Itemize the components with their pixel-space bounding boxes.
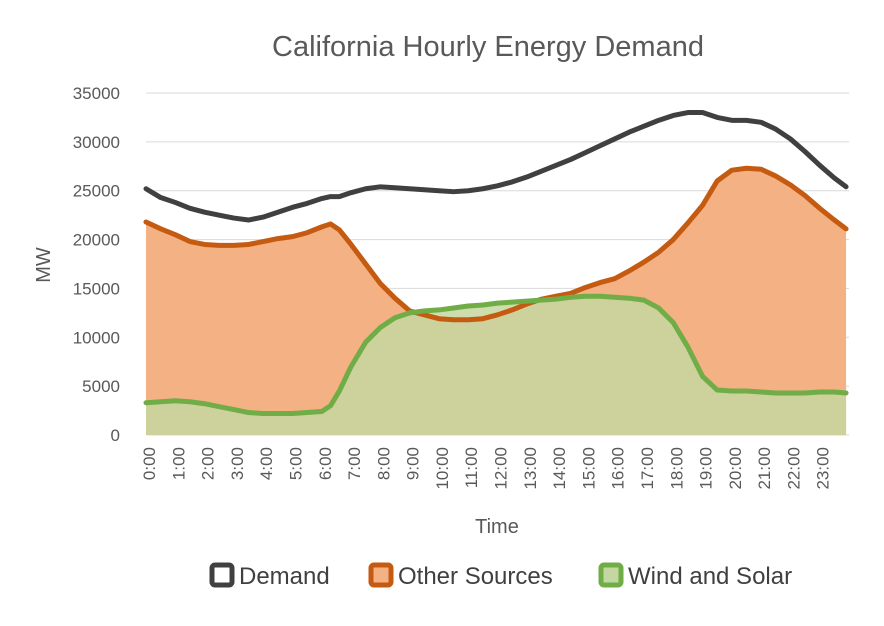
wind-and-solar-area xyxy=(146,296,847,435)
x-tick-label: 8:00 xyxy=(374,447,393,480)
legend-swatch xyxy=(209,562,235,588)
x-tick-label: 16:00 xyxy=(609,447,628,490)
y-tick-label: 35000 xyxy=(73,84,120,103)
x-tick-label: 3:00 xyxy=(228,447,247,480)
x-tick-label: 10:00 xyxy=(433,447,452,490)
x-tick-label: 2:00 xyxy=(199,447,218,480)
x-tick-label: 23:00 xyxy=(814,447,833,490)
x-tick-label: 12:00 xyxy=(492,447,511,490)
series-lines xyxy=(143,110,849,416)
area-layers xyxy=(146,168,847,436)
x-tick-label: 11:00 xyxy=(462,447,481,488)
x-tick-label: 7:00 xyxy=(345,447,364,480)
legend-label: Other Sources xyxy=(398,563,553,590)
legend-label: Demand xyxy=(239,563,330,590)
x-tick-label: 0:00 xyxy=(140,447,159,480)
chart-title: California Hourly Energy Demand xyxy=(272,31,704,63)
x-tick-label: 22:00 xyxy=(784,447,803,490)
x-tick-label: 14:00 xyxy=(550,447,569,490)
x-tick-label: 21:00 xyxy=(755,447,774,490)
y-tick-label: 5000 xyxy=(82,377,120,396)
wind-and-solar-line xyxy=(143,293,849,416)
x-tick-label: 9:00 xyxy=(404,447,423,480)
y-axis-ticks: 0 5000 10000 15000 20000 25000 30000 35000 xyxy=(73,84,120,445)
x-tick-label: 4:00 xyxy=(257,447,276,480)
x-axis-title: Time xyxy=(475,516,519,538)
y-tick-label: 30000 xyxy=(73,133,120,152)
legend-swatch xyxy=(368,562,394,588)
x-tick-label: 19:00 xyxy=(697,447,716,490)
x-tick-label: 15:00 xyxy=(579,447,598,490)
x-tick-label: 5:00 xyxy=(286,447,305,480)
y-tick-label: 0 xyxy=(111,426,120,445)
y-tick-label: 10000 xyxy=(73,328,120,347)
legend-label: Wind and Solar xyxy=(628,563,792,590)
x-tick-label: 17:00 xyxy=(638,447,657,490)
demand-line xyxy=(143,110,849,223)
x-tick-label: 20:00 xyxy=(726,447,745,490)
legend: Demand Other Sources Wind and Solar xyxy=(209,562,792,590)
y-axis-title: MW xyxy=(33,247,55,283)
y-tick-label: 15000 xyxy=(73,279,120,298)
legend-swatch xyxy=(598,562,624,588)
x-axis-ticks: 0:00 1:00 2:00 3:00 4:00 5:00 6:00 7:00 8:00 9:00… xyxy=(140,447,833,490)
other-sources-line xyxy=(143,165,849,323)
y-tick-label: 20000 xyxy=(73,231,120,250)
y-tick-label: 25000 xyxy=(73,182,120,201)
x-tick-label: 1:00 xyxy=(169,447,188,480)
x-tick-label: 13:00 xyxy=(521,447,540,490)
x-tick-label: 6:00 xyxy=(316,447,335,480)
x-tick-label: 18:00 xyxy=(667,447,686,490)
